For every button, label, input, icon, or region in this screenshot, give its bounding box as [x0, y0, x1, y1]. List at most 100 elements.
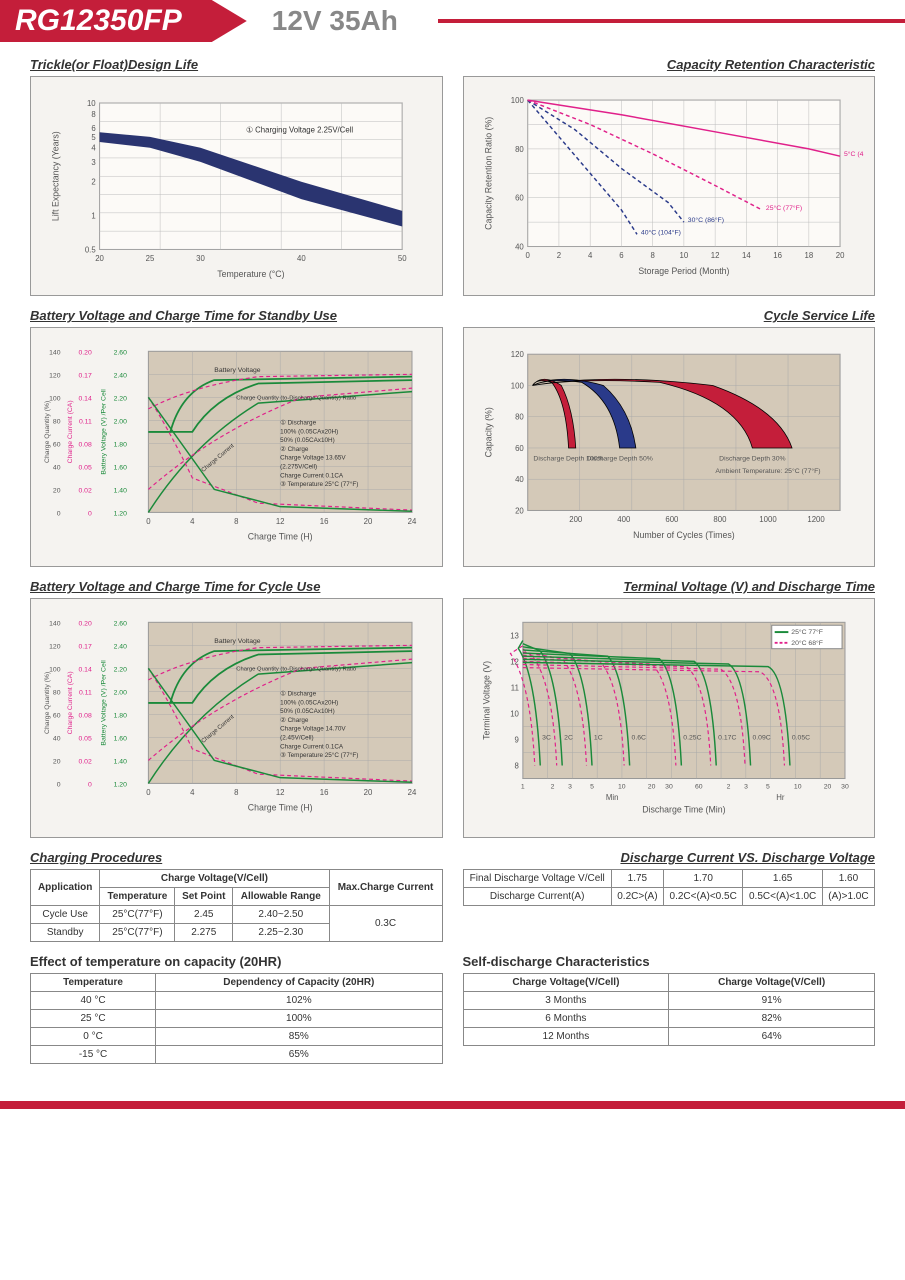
svg-text:2.20: 2.20 [114, 666, 127, 673]
svg-text:0: 0 [57, 781, 61, 788]
svg-text:0.11: 0.11 [79, 418, 92, 425]
svg-text:8: 8 [514, 761, 518, 770]
svg-text:4: 4 [190, 788, 195, 797]
svg-text:60: 60 [53, 441, 61, 448]
svg-text:Charge Quantity (to-Discharge: Charge Quantity (to-Discharge Quantity) … [236, 667, 356, 673]
svg-text:100: 100 [49, 666, 61, 673]
spec-label: 12V 35Ah [272, 5, 398, 37]
svg-text:25: 25 [146, 254, 155, 263]
svg-text:20: 20 [364, 788, 373, 797]
svg-text:5: 5 [766, 783, 770, 790]
svg-text:Charge Current 0.1CA: Charge Current 0.1CA [280, 743, 344, 750]
table-row: -15 °C65% [31, 1046, 443, 1064]
table-row: Final Discharge Voltage V/Cell 1.75 1.70… [463, 870, 875, 888]
svg-text:200: 200 [569, 515, 583, 524]
svg-text:Charge Current 0.1CA: Charge Current 0.1CA [280, 472, 344, 479]
svg-text:Charge Quantity (to-Discharge: Charge Quantity (to-Discharge Quantity) … [236, 396, 356, 402]
svg-text:6: 6 [91, 124, 95, 133]
chart4-title: Cycle Service Life [463, 308, 876, 323]
table-row: 25 °C100% [31, 1010, 443, 1028]
table-temperature: TemperatureDependency of Capacity (20HR)… [30, 973, 443, 1064]
svg-text:Charge Quantity (%): Charge Quantity (%) [44, 672, 51, 734]
svg-text:60: 60 [53, 712, 61, 719]
svg-text:6: 6 [619, 251, 623, 260]
svg-text:1200: 1200 [807, 515, 825, 524]
svg-text:(2.45V/Cell): (2.45V/Cell) [280, 734, 313, 741]
svg-text:Lift Expectancy (Years): Lift Expectancy (Years) [51, 131, 61, 221]
svg-text:40: 40 [53, 464, 61, 471]
svg-text:30: 30 [665, 783, 673, 790]
svg-text:0.05: 0.05 [78, 464, 91, 471]
chart5: 0481216202402040608010012014000.020.050.… [30, 598, 443, 838]
svg-text:1.40: 1.40 [114, 487, 127, 494]
svg-text:10: 10 [510, 709, 519, 718]
svg-text:20°C 68°F: 20°C 68°F [791, 639, 823, 647]
svg-text:1C: 1C [593, 734, 602, 741]
svg-text:Temperature (°C): Temperature (°C) [217, 269, 284, 279]
svg-text:25°C 77°F: 25°C 77°F [791, 628, 823, 636]
svg-text:0.6C: 0.6C [631, 734, 645, 741]
svg-text:40: 40 [297, 254, 306, 263]
svg-text:18: 18 [804, 251, 813, 260]
svg-text:Capacity (%): Capacity (%) [483, 407, 493, 457]
svg-text:80: 80 [515, 145, 524, 154]
svg-text:10: 10 [793, 783, 801, 790]
svg-text:0: 0 [88, 510, 92, 517]
svg-text:0.05C: 0.05C [791, 734, 809, 741]
svg-text:① Discharge: ① Discharge [280, 691, 316, 698]
svg-text:120: 120 [49, 643, 61, 650]
table-charging: Application Charge Voltage(V/Cell) Max.C… [30, 869, 443, 942]
svg-text:10: 10 [617, 783, 625, 790]
svg-text:2: 2 [91, 178, 95, 187]
svg-text:2.40: 2.40 [114, 372, 127, 379]
table-row: 40 °C102% [31, 992, 443, 1010]
svg-text:2.60: 2.60 [114, 620, 127, 627]
svg-text:0.09C: 0.09C [752, 734, 770, 741]
header-stripe [438, 19, 905, 23]
svg-text:0.08: 0.08 [78, 441, 91, 448]
svg-text:40: 40 [53, 735, 61, 742]
chart3-title: Battery Voltage and Charge Time for Stan… [30, 308, 443, 323]
svg-text:1.60: 1.60 [114, 735, 127, 742]
svg-text:Charge Voltage 14.70V: Charge Voltage 14.70V [280, 726, 346, 733]
svg-text:2: 2 [556, 251, 560, 260]
table-row: Cycle Use 25°C(77°F) 2.45 2.40~2.50 0.3C [31, 906, 443, 924]
svg-text:20: 20 [515, 506, 524, 515]
table1-title: Charging Procedures [30, 850, 443, 865]
svg-text:0: 0 [88, 781, 92, 788]
svg-text:20: 20 [95, 254, 104, 263]
svg-text:8: 8 [650, 251, 654, 260]
svg-text:Charge Voltage 13.65V: Charge Voltage 13.65V [280, 455, 346, 462]
svg-text:5: 5 [91, 133, 96, 142]
svg-text:2.60: 2.60 [114, 349, 127, 356]
svg-text:16: 16 [320, 788, 329, 797]
svg-text:50% (0.05CAx10H): 50% (0.05CAx10H) [280, 437, 335, 444]
table-selfdischarge: Charge Voltage(V/Cell)Charge Voltage(V/C… [463, 973, 876, 1046]
chart2: 0246810121416182040608010040°C (104°F)30… [463, 76, 876, 296]
header: RG12350FP 12V 35Ah [0, 0, 905, 42]
svg-text:10: 10 [87, 99, 96, 108]
table-row: 12 Months64% [463, 1028, 875, 1046]
svg-text:1.80: 1.80 [114, 712, 127, 719]
svg-text:Ambient Temperature: 25°C (77°: Ambient Temperature: 25°C (77°F) [715, 467, 820, 475]
svg-text:80: 80 [53, 689, 61, 696]
svg-text:13: 13 [510, 631, 519, 640]
svg-text:12: 12 [276, 788, 285, 797]
svg-text:4: 4 [91, 144, 96, 153]
svg-text:0.17C: 0.17C [718, 734, 736, 741]
svg-text:1.20: 1.20 [114, 781, 127, 788]
svg-text:0.02: 0.02 [78, 487, 91, 494]
svg-text:80: 80 [515, 413, 524, 422]
chart6-title: Terminal Voltage (V) and Discharge Time [463, 579, 876, 594]
svg-text:Battery Voltage: Battery Voltage [214, 638, 261, 645]
chart5-title: Battery Voltage and Charge Time for Cycl… [30, 579, 443, 594]
svg-text:12: 12 [510, 657, 519, 666]
svg-text:Charge Current (CA): Charge Current (CA) [67, 400, 74, 463]
svg-text:8: 8 [234, 788, 238, 797]
svg-text:20: 20 [53, 758, 61, 765]
svg-text:Number of Cycles (Times): Number of Cycles (Times) [633, 530, 735, 540]
svg-text:11: 11 [510, 683, 518, 692]
svg-text:10: 10 [679, 251, 688, 260]
svg-text:40: 40 [515, 475, 524, 484]
svg-text:1.80: 1.80 [114, 441, 127, 448]
